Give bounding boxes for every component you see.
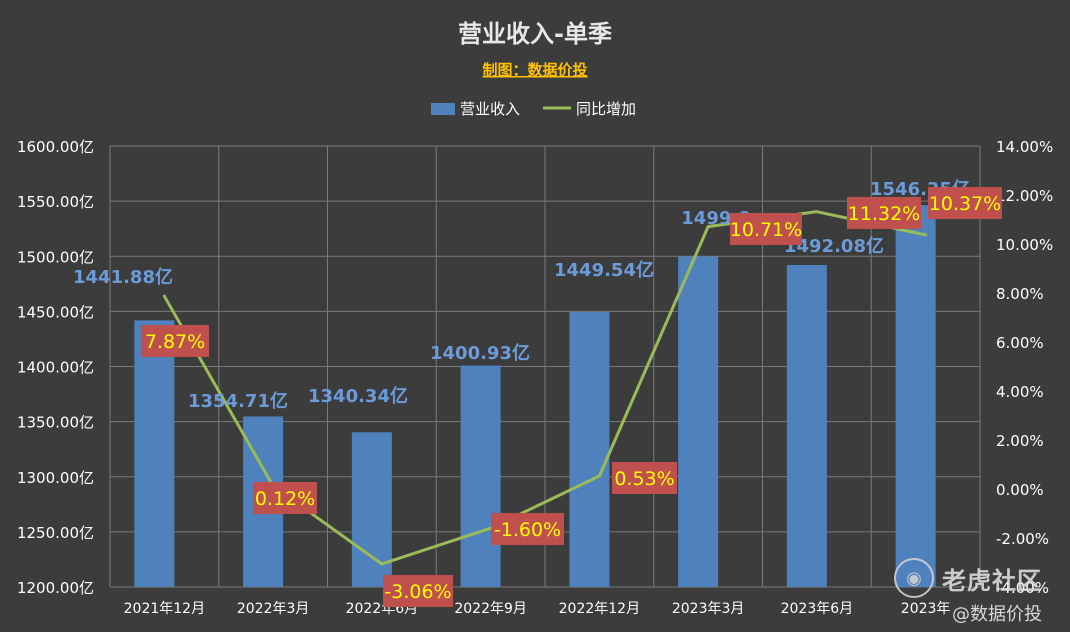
legend-swatch-bar [431, 103, 455, 115]
pct-data-label: 7.87% [145, 331, 205, 353]
y-right-tick-label: 10.00% [996, 236, 1053, 254]
bar-data-label: 1354.71亿 [188, 390, 288, 412]
bar [678, 256, 719, 587]
bar [569, 311, 610, 587]
pct-label-bg [928, 187, 1002, 219]
pct-data-label: 0.12% [255, 488, 315, 510]
y-right-tick-label: 14.00% [996, 138, 1053, 156]
y-left-tick-label: 1450.00亿 [17, 303, 94, 321]
y-left-tick-label: 1350.00亿 [17, 414, 94, 432]
y-left-tick-label: 1250.00亿 [17, 524, 94, 542]
line-point [815, 210, 819, 214]
line-point [162, 294, 166, 298]
legend-label-bar: 营业收入 [460, 100, 520, 118]
y-right-tick-label: 12.00% [996, 187, 1053, 205]
x-tick-label: 2023年 [901, 601, 951, 617]
bar [460, 365, 501, 587]
tiger-logo-icon: ◉ [894, 558, 934, 598]
bar-data-label: 1492.08亿 [784, 235, 884, 257]
y-right-tick-label: 0.00% [996, 481, 1044, 499]
bar [351, 432, 392, 587]
y-right-tick-label: -2.00% [996, 530, 1049, 548]
pct-data-label: -1.60% [494, 519, 561, 541]
line-point [597, 474, 601, 478]
line-point [380, 562, 384, 566]
y-left-tick-label: 1500.00亿 [17, 248, 94, 266]
y-right-tick-label: 8.00% [996, 285, 1044, 303]
x-tick-label: 2021年12月 [124, 601, 205, 617]
bar-data-label: 1400.93亿 [430, 342, 530, 364]
pct-label-bg [612, 462, 677, 494]
bar-data-label: 1340.34亿 [308, 385, 408, 407]
y-right-tick-label: 2.00% [996, 432, 1044, 450]
bar [786, 264, 827, 587]
y-right-tick-label: 4.00% [996, 383, 1044, 401]
line-point [706, 225, 710, 229]
bar [895, 205, 936, 588]
legend-label-line: 同比增加 [576, 100, 636, 118]
y-left-tick-label: 1400.00亿 [17, 359, 94, 377]
y-left-tick-label: 1200.00亿 [17, 579, 94, 597]
watermark: ◉ 老虎社区 @数据价投 [894, 558, 1042, 626]
chart-title: 营业收入-单季 [458, 20, 612, 48]
pct-data-label: 11.32% [848, 203, 920, 225]
y-left-tick-label: 1550.00亿 [17, 193, 94, 211]
pct-data-label: 10.37% [929, 193, 1001, 215]
x-tick-label: 2023年6月 [781, 601, 854, 617]
bar [134, 320, 175, 587]
pct-label-bg [491, 513, 564, 545]
pct-data-label: -3.06% [384, 581, 451, 603]
y-right-tick-label: 6.00% [996, 334, 1044, 352]
line-point [924, 233, 928, 237]
y-left-tick-label: 1300.00亿 [17, 469, 94, 487]
pct-label-bg [141, 325, 209, 357]
x-tick-label: 2022年9月 [454, 601, 527, 617]
pct-data-label: 0.53% [614, 468, 674, 490]
x-tick-label: 2022年3月 [237, 601, 310, 617]
bar-data-label: 1449.54亿 [554, 259, 654, 281]
y-right-tick-label: -4.00% [996, 579, 1049, 597]
watermark-sub: @数据价投 [952, 604, 1042, 625]
pct-data-label: 10.71% [730, 219, 802, 241]
pct-label-bg [730, 213, 802, 245]
y-left-tick-label: 1600.00亿 [17, 138, 94, 156]
pct-label-bg [383, 575, 453, 607]
pct-label-bg [253, 482, 317, 514]
pct-label-bg [847, 197, 921, 229]
watermark-brand: 老虎社区 [942, 566, 1042, 595]
bar-data-label: 1441.88亿 [73, 266, 173, 288]
x-tick-label: 2022年12月 [559, 601, 640, 617]
chart-subtitle: 制图：数据价投 [482, 61, 587, 79]
x-tick-label: 2023年3月 [672, 601, 745, 617]
